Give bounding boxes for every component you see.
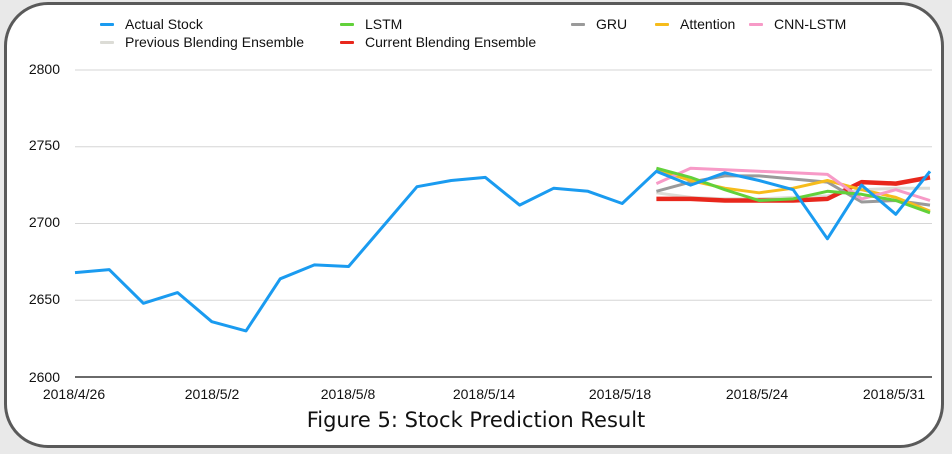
legend-label: Attention (680, 16, 736, 32)
figure-caption: Figure 5: Stock Prediction Result (306, 408, 646, 432)
legend-swatch-icon (571, 22, 585, 26)
legend-item-previous-blending: Previous Blending Ensemble (100, 34, 304, 50)
legend-item-lstm: LSTM (340, 16, 402, 32)
series-line-current-blending-ensemble (656, 175, 931, 203)
legend-swatch-icon (749, 22, 763, 26)
legend-item-gru: GRU (571, 16, 627, 32)
x-tick-label: 2018/5/18 (588, 386, 652, 402)
legend-item-attention: Attention (655, 16, 735, 32)
chart-legend: Actual Stock LSTM GRU Attention CNN-LSTM… (0, 0, 952, 60)
y-tick-2650: 2650 (28, 291, 60, 307)
legend-item-current-blending: Current Blending Ensemble (340, 34, 536, 50)
series-lines (74, 166, 932, 333)
figure-frame (4, 2, 944, 448)
legend-swatch-icon (655, 22, 669, 26)
x-tick-label: 2018/5/8 (320, 386, 376, 402)
legend-label: CNN-LSTM (774, 16, 847, 32)
x-tick-label: 2018/5/2 (184, 386, 240, 402)
y-tick-2600: 2600 (28, 369, 60, 385)
x-tick-label: 2018/4/26 (42, 386, 106, 402)
legend-swatch-icon (100, 40, 114, 44)
legend-label: Actual Stock (125, 16, 203, 32)
legend-label: Current Blending Ensemble (365, 34, 537, 50)
x-tick-label: 2018/5/24 (725, 386, 789, 402)
legend-item-cnn-lstm: CNN-LSTM (749, 16, 846, 32)
y-tick-2800: 2800 (28, 61, 60, 77)
x-tick-label: 2018/5/31 (862, 386, 926, 402)
series-line-cnn-lstm (655, 166, 931, 202)
legend-swatch-icon (340, 40, 354, 44)
legend-label: GRU (596, 16, 628, 32)
legend-item-actual-stock: Actual Stock (100, 16, 203, 32)
legend-swatch-icon (100, 22, 114, 26)
legend-label: Previous Blending Ensemble (125, 34, 304, 50)
y-tick-2750: 2750 (28, 137, 60, 153)
x-tick-label: 2018/5/14 (452, 386, 516, 402)
series-line-actual-stock (74, 169, 932, 333)
legend-swatch-icon (340, 22, 354, 26)
gridlines (75, 69, 932, 378)
y-tick-2700: 2700 (28, 214, 60, 230)
legend-label: LSTM (365, 16, 403, 32)
